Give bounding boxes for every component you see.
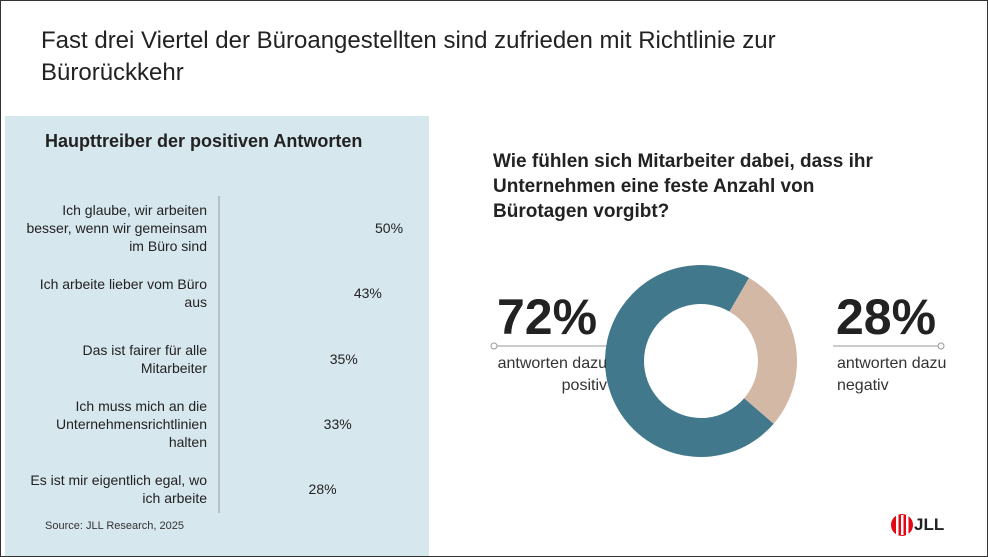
slide-title: Fast drei Viertel der Büroangestellten s… xyxy=(41,27,776,86)
callout-lines xyxy=(490,342,945,350)
logo: JLL xyxy=(914,515,945,534)
value-label: 43% xyxy=(353,285,382,302)
category-label: Ich arbeite lieber vom Büro aus xyxy=(39,276,207,311)
big-value-label: 28% xyxy=(836,289,937,345)
donut-chart-title: Wie fühlen sich Mitarbeiter dabei, dass … xyxy=(493,151,873,222)
big-value-label: 72% xyxy=(497,289,598,345)
logo-mark xyxy=(891,514,913,536)
bar-chart-title: Haupttreiber der positiven Antworten xyxy=(45,131,363,151)
category-label: Es ist mir eigentlich egal, wo ich arbei… xyxy=(30,472,207,506)
segment-label: antworten dazu negativ xyxy=(837,355,947,394)
segment-label: antworten dazu positiv xyxy=(497,355,607,394)
value-label: 28% xyxy=(308,481,337,497)
category-label: Ich glaube, wir arbeiten besser, wenn wi… xyxy=(26,202,207,254)
source-note: Source: JLL Research, 2025 xyxy=(45,520,185,532)
value-label: 50% xyxy=(375,220,404,236)
category-label: Das ist fairer für alle Mitarbeiter xyxy=(82,341,207,376)
donut-segment xyxy=(729,277,797,424)
value-label: 33% xyxy=(323,415,352,432)
value-label: 35% xyxy=(329,350,358,367)
left-panel xyxy=(5,116,429,556)
donut-segment xyxy=(605,265,774,457)
category-label: Ich muss mich an die Unternehmensrichtli… xyxy=(56,397,207,450)
